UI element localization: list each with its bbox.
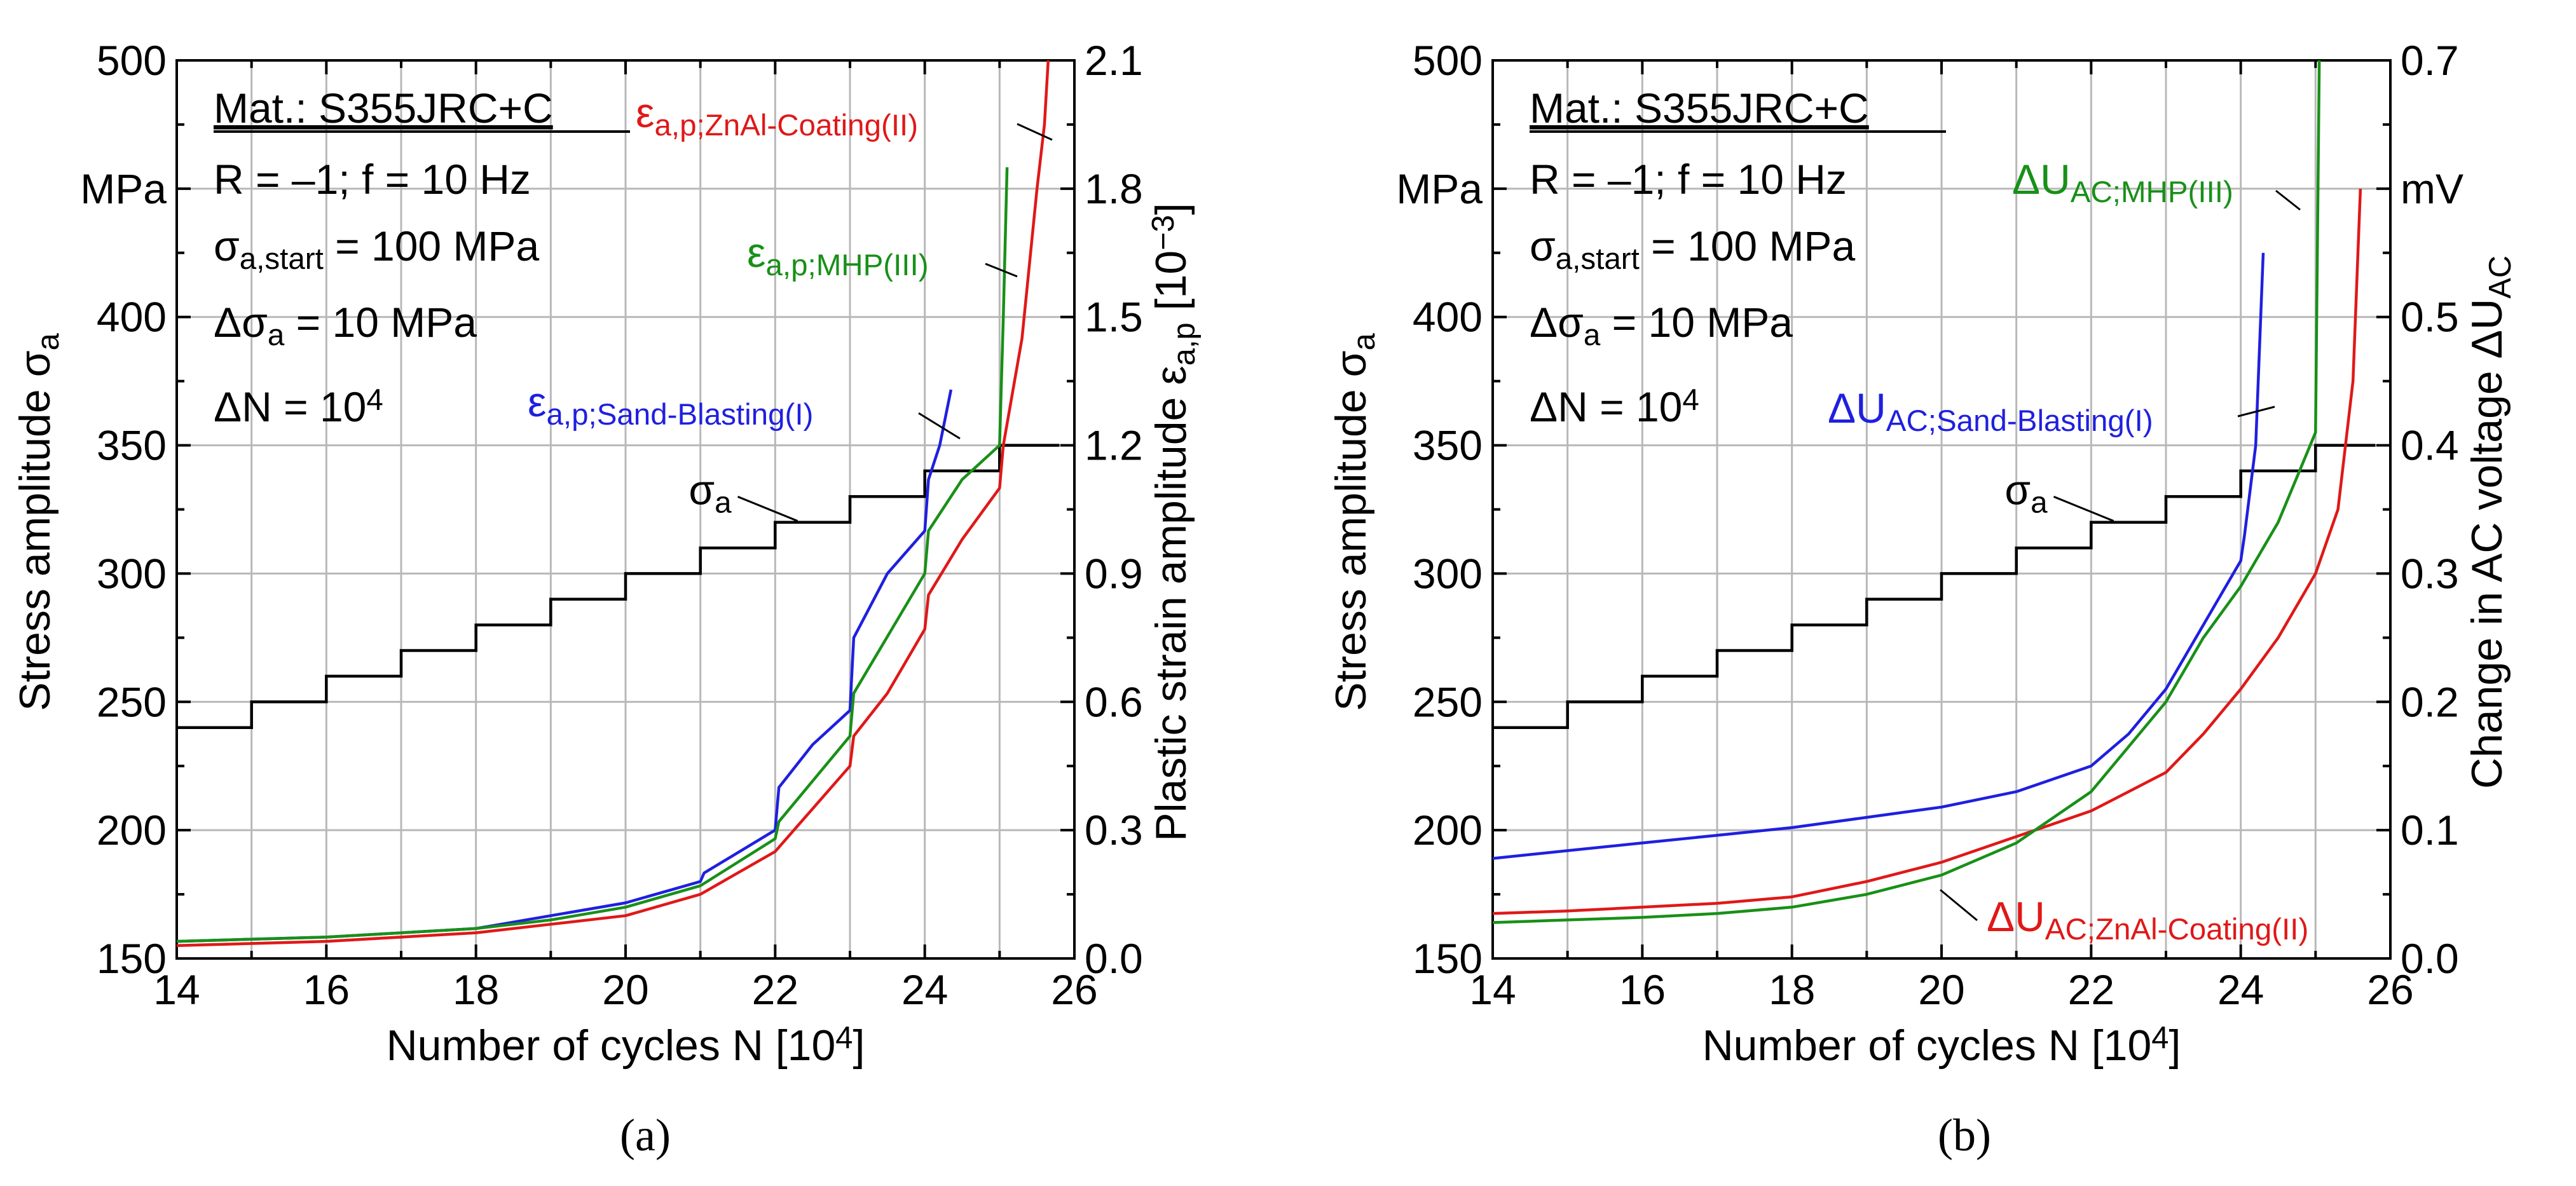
panel-b-info-material: Mat.: S355JRC+C xyxy=(1530,85,1869,132)
panel-a-y-axis-title-right: Plastic strain amplitude εa,p [10−3] xyxy=(1146,203,1201,842)
panel-a-y-tick-label-right: 1.2 xyxy=(1085,422,1143,469)
panel-a-y-tick-label-right: 0.0 xyxy=(1085,935,1143,982)
panel-a-leader-stress xyxy=(737,496,798,522)
panel-b-caption: (b) xyxy=(1938,1110,1991,1161)
panel-b-y-tick-label-left: 350 xyxy=(1413,422,1483,469)
panel-b-y-tick-label-right: 0.3 xyxy=(2401,550,2459,597)
panel-a-caption: (a) xyxy=(620,1110,671,1161)
panel-b-leader-sand-blasting xyxy=(2237,406,2275,418)
panel-b-leader-znal-coating xyxy=(1940,889,1978,922)
panel-b-x-tick-label: 26 xyxy=(2367,966,2413,1013)
panel-a-info-start-stress: σa,start = 100 MPa xyxy=(214,222,539,276)
panel-b-series-sand-blasting-line xyxy=(1492,252,2265,860)
panel-a-info-material: Mat.: S355JRC+C xyxy=(214,85,553,132)
panel-a-y-tick-label-left: 250 xyxy=(97,678,167,725)
panel-b-y-axis-title-right: Change in AC voltage ΔUAC xyxy=(2463,256,2518,789)
panel-a-y-tick-label-right: 1.5 xyxy=(1085,294,1143,341)
panel-a-leader-sand-blasting xyxy=(918,412,961,440)
panel-b-x-tick-label: 22 xyxy=(2068,966,2114,1013)
panel-a-series-stress-line xyxy=(177,444,1060,729)
panel-b-info-start-stress: σa,start = 100 MPa xyxy=(1530,222,1855,276)
panel-a-x-tick-label: 20 xyxy=(602,966,648,1013)
panel-a-y-tick-label-right: 0.9 xyxy=(1085,550,1143,597)
panel-b-label-stress: σa xyxy=(2004,466,2048,519)
panel-b-y-tick-label-left: 150 xyxy=(1413,935,1483,982)
panel-a-series-znal-coating-line xyxy=(176,60,1050,948)
panel-a-series-mhp-line xyxy=(176,167,1009,943)
panel-b-y-tick-label-right: 0.4 xyxy=(2401,422,2459,469)
panel-a-x-tick-label: 26 xyxy=(1051,966,1097,1013)
panel-b-x-tick-label: 18 xyxy=(1769,966,1815,1013)
panel-b-y-tick-label-left: 400 xyxy=(1413,294,1483,341)
panel-a-x-tick-label: 16 xyxy=(303,966,350,1013)
panel-b-info-stress-step: Δσa = 10 MPa xyxy=(1530,299,1793,352)
panel-a-x-tick-label: 18 xyxy=(453,966,499,1013)
panel-b-y-tick-label-right: 0.1 xyxy=(2401,807,2459,854)
panel-a-label-stress: σa xyxy=(689,466,732,519)
panel-a-leader-znal-coating xyxy=(1017,123,1053,141)
panel-b-x-tick-label: 14 xyxy=(1469,966,1516,1013)
panel-b-x-axis-title: Number of cycles N [104] xyxy=(1702,1021,2181,1070)
panel-b-y-tick-label-left: 250 xyxy=(1413,678,1483,725)
panel-b-y-tick-label-right: 0.0 xyxy=(2401,935,2459,982)
panel-a-info-stress-step: Δσa = 10 MPa xyxy=(214,299,477,352)
panel-b-y-tick-label-right: 0.7 xyxy=(2401,37,2459,84)
panel-b-y-axis-title-left: Stress amplitude σa xyxy=(1327,332,1381,711)
panel-b-y-tick-label-left: 200 xyxy=(1413,807,1483,854)
panel-a-y-tick-label-right: 2.1 xyxy=(1085,37,1143,84)
panel-b-series-znal-coating-line xyxy=(1492,188,2362,915)
panel-b-y-tick-label-left: MPa xyxy=(1396,165,1483,212)
panel-b-leader-stress xyxy=(2053,496,2114,522)
panel-b-y-tick-label-right: mV xyxy=(2401,165,2463,212)
panel-a-y-axis-title-left: Stress amplitude σa xyxy=(11,332,65,711)
panel-b-series-mhp-line xyxy=(1492,60,2321,924)
panel-a-y-tick-label-right: 0.3 xyxy=(1085,807,1143,854)
panel-b-y-tick-label-right: 0.2 xyxy=(2401,678,2459,725)
panel-b-y-tick-label-left: 300 xyxy=(1413,550,1483,597)
panel-a-y-tick-label-right: 1.8 xyxy=(1085,165,1143,212)
panel-a-y-tick-label-right: 0.6 xyxy=(1085,678,1143,725)
panel-b-x-tick-label: 24 xyxy=(2217,966,2264,1013)
panel-a-label-znal-coating: εa,p;ZnAl-Coating(II) xyxy=(636,89,918,142)
panel-a-info-load: R = –1; f = 10 Hz xyxy=(214,156,531,203)
panel-b-info-load: R = –1; f = 10 Hz xyxy=(1530,156,1847,203)
panel-b-label-mhp: ΔUAC;MHP(III) xyxy=(2012,156,2233,209)
panel-b-leader-mhp xyxy=(2275,189,2301,211)
panel-b-label-znal-coating: ΔUAC;ZnAl-Coating(II) xyxy=(1987,893,2308,946)
panel-a-x-tick-label: 22 xyxy=(752,966,798,1013)
panel-a-y-tick-label-left: 350 xyxy=(97,422,167,469)
panel-a-y-tick-label-left: 300 xyxy=(97,550,167,597)
panel-b-y-tick-label-right: 0.5 xyxy=(2401,294,2459,341)
panel-a-x-axis-title: Number of cycles N [104] xyxy=(387,1021,865,1070)
panel-a-y-tick-label-left: 500 xyxy=(97,37,167,84)
panel-a-x-tick-label: 14 xyxy=(153,966,200,1013)
panel-a-x-tick-label: 24 xyxy=(901,966,948,1013)
panel-b-y-tick-label-left: 500 xyxy=(1413,37,1483,84)
panel-a-leader-mhp xyxy=(985,262,1018,278)
panel-b-x-tick-label: 16 xyxy=(1619,966,1666,1013)
panel-a-label-sand-blasting: εa,p;Sand-Blasting(I) xyxy=(528,378,813,432)
panel-b-label-sand-blasting: ΔUAC;Sand-Blasting(I) xyxy=(1828,385,2153,438)
panel-a-series-sand-blasting-line xyxy=(176,389,953,943)
panel-b-series-stress-line xyxy=(1493,444,2376,729)
panel-a-y-tick-label-left: 150 xyxy=(97,935,167,982)
panel-b-info-cycle-step: ΔN = 104 xyxy=(1530,383,1699,430)
panel-a-info-cycle-step: ΔN = 104 xyxy=(214,383,383,430)
panel-a-y-tick-label-left: 400 xyxy=(97,294,167,341)
panel-a-label-mhp: εa,p;MHP(III) xyxy=(747,229,929,282)
panel-a-y-tick-label-left: 200 xyxy=(97,807,167,854)
panel-b-x-tick-label: 20 xyxy=(1918,966,1964,1013)
panel-a-y-tick-label-left: MPa xyxy=(80,165,167,212)
